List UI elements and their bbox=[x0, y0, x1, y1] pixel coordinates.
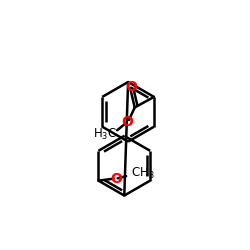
Text: O: O bbox=[110, 172, 122, 186]
Text: CH$_3$: CH$_3$ bbox=[130, 166, 154, 181]
Text: O: O bbox=[125, 80, 137, 94]
Text: H$_3$C: H$_3$C bbox=[93, 127, 117, 142]
Text: O: O bbox=[121, 115, 133, 129]
